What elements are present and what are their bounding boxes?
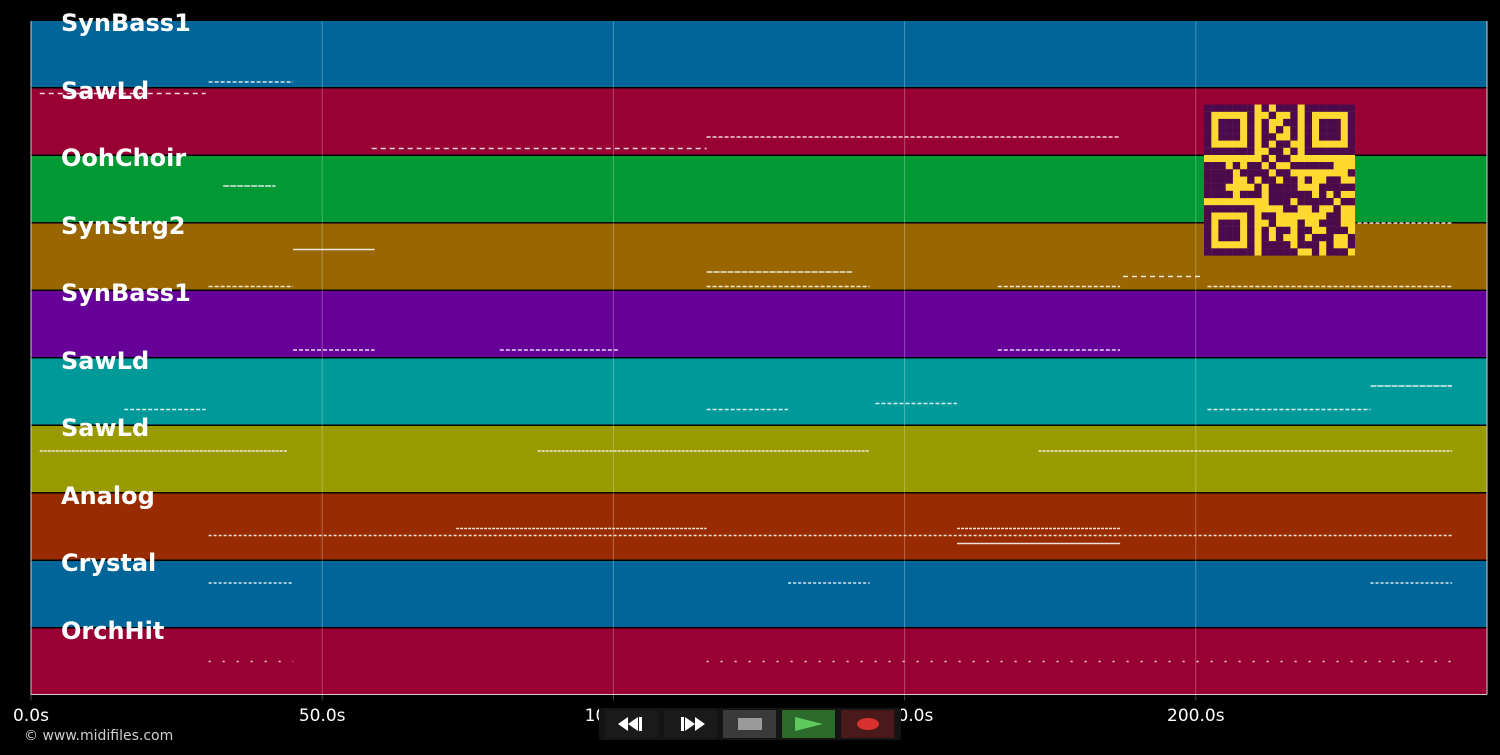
stop-button[interactable] [723, 710, 776, 738]
time-tick-label: 50.0s [298, 706, 346, 726]
rewind-button[interactable] [605, 710, 658, 738]
track-lane [31, 561, 1487, 627]
copyright-text: © www.midifiles.com [24, 728, 174, 744]
track-lane [31, 628, 1487, 695]
track-lane [31, 426, 1487, 492]
fast-forward-icon [680, 717, 705, 731]
track-label: Crystal [61, 549, 157, 577]
time-tick-label: 0.0s [13, 706, 49, 726]
track-lane [31, 358, 1487, 425]
transport-controls [599, 708, 901, 740]
play-button[interactable] [782, 710, 835, 738]
track-lane [31, 291, 1487, 357]
track-lane [31, 493, 1487, 560]
track-label: SawLd [61, 76, 150, 105]
track-label: SynStrg2 [61, 211, 186, 240]
qr-code-icon [1204, 104, 1355, 256]
track-label: OohChoir [61, 144, 187, 172]
track-label: SynBass1 [61, 279, 191, 307]
time-tick-label: 200.0s [1167, 706, 1225, 726]
track-label: SynBass1 [61, 9, 191, 37]
record-icon [856, 718, 879, 730]
record-button[interactable] [841, 710, 894, 738]
track-lane [31, 21, 1487, 87]
play-icon [794, 717, 823, 731]
track-label: OrchHit [61, 616, 165, 645]
fast-forward-button[interactable] [664, 710, 717, 738]
track-label: SawLd [61, 414, 150, 442]
track-label: SawLd [61, 346, 150, 375]
track-label: Analog [61, 481, 155, 510]
rewind-icon [617, 717, 642, 731]
stop-icon [737, 718, 762, 730]
